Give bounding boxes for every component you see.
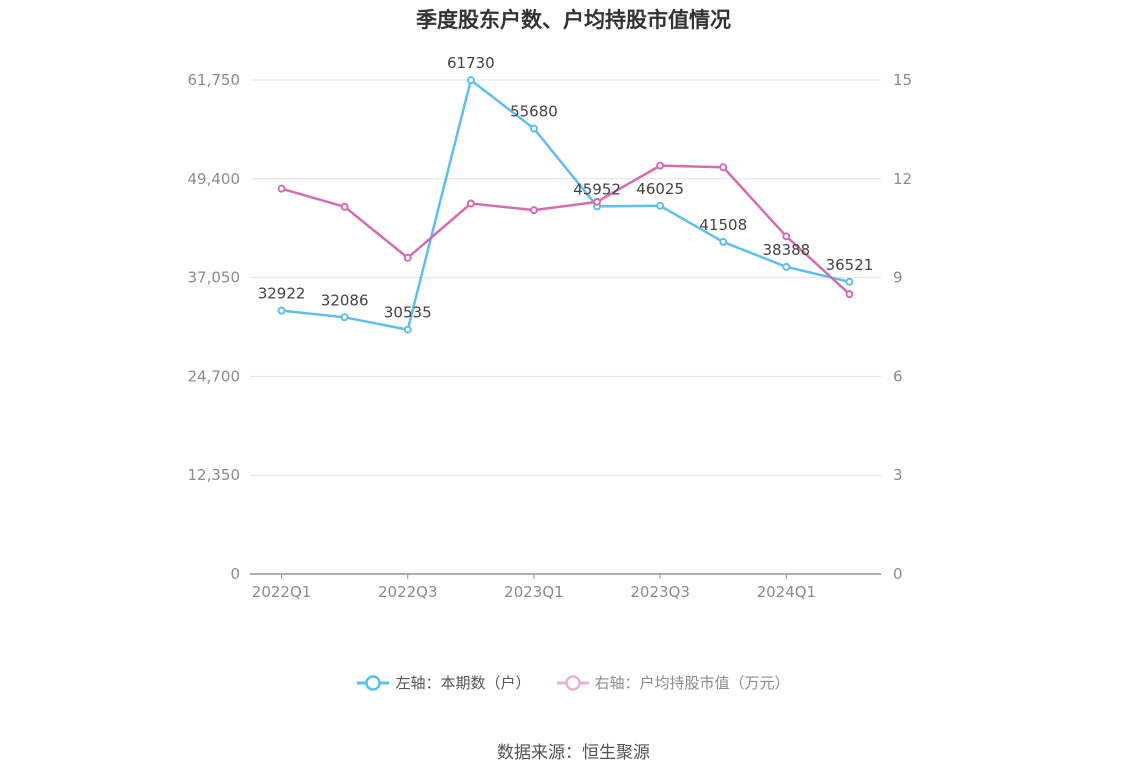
data-label: 38388 xyxy=(762,241,810,259)
data-point-series-1 xyxy=(656,201,665,210)
x-tick-label: 2023Q1 xyxy=(504,583,564,601)
data-point-series-2 xyxy=(340,202,349,211)
data-point-series-1 xyxy=(782,262,791,271)
data-point-series-2 xyxy=(466,199,475,208)
data-point-series-1 xyxy=(845,277,854,286)
y-right-tick-label: 15 xyxy=(893,71,912,89)
data-point-series-1 xyxy=(403,325,412,334)
data-point-series-2 xyxy=(277,184,286,193)
legend-label-series-2: 右轴：户均持股市值（万元） xyxy=(594,674,790,692)
legend-item-series-2[interactable]: 右轴：户均持股市值（万元） xyxy=(556,672,790,693)
data-label: 36521 xyxy=(826,256,874,274)
source-note: 数据来源：恒生聚源 xyxy=(497,743,650,763)
data-label: 55680 xyxy=(510,103,558,121)
x-tick-label: 2024Q1 xyxy=(757,583,817,601)
data-label: 61730 xyxy=(447,54,495,72)
data-point-series-2 xyxy=(529,206,538,215)
x-tick-label: 2022Q1 xyxy=(252,583,312,601)
y-right-tick-label: 9 xyxy=(893,269,903,287)
data-point-series-1 xyxy=(466,76,475,85)
y-right-tick-label: 6 xyxy=(893,367,903,385)
data-point-series-1 xyxy=(719,237,728,246)
legend: 左轴：本期数（户） 右轴：户均持股市值（万元） xyxy=(0,672,1147,693)
data-label: 45952 xyxy=(573,180,621,198)
data-point-series-2 xyxy=(782,232,791,241)
y-right-tick-label: 3 xyxy=(893,466,903,484)
y-right-tick-label: 12 xyxy=(893,170,912,188)
legend-line-circle-icon xyxy=(357,674,390,691)
y-left-tick-label: 0 xyxy=(230,565,240,583)
data-point-series-2 xyxy=(593,197,602,206)
y-left-tick-label: 12,350 xyxy=(188,466,241,484)
legend-line-circle-icon xyxy=(556,674,589,691)
series-line-1 xyxy=(281,78,850,331)
legend-item-series-1[interactable]: 左轴：本期数（户） xyxy=(357,672,531,693)
y-left-tick-label: 61,750 xyxy=(188,71,241,89)
data-point-series-2 xyxy=(403,253,412,262)
y-right-tick-label: 0 xyxy=(893,565,903,583)
x-tick-label: 2022Q3 xyxy=(378,583,438,601)
data-label: 32922 xyxy=(258,285,306,303)
chart-title: 季度股东户数、户均持股市值情况 xyxy=(416,8,731,32)
data-label: 41508 xyxy=(699,216,747,234)
data-label: 30535 xyxy=(384,304,432,322)
data-label: 32086 xyxy=(321,291,369,309)
y-left-tick-label: 37,050 xyxy=(188,269,241,287)
series-line-2 xyxy=(281,164,851,295)
data-point-series-1 xyxy=(340,313,349,322)
y-left-tick-label: 49,400 xyxy=(188,170,241,188)
data-point-series-2 xyxy=(719,163,728,172)
data-point-series-1 xyxy=(277,306,286,315)
data-point-series-2 xyxy=(845,290,854,299)
x-tick-label: 2023Q3 xyxy=(630,583,690,601)
data-label: 46025 xyxy=(636,180,684,198)
legend-label-series-1: 左轴：本期数（户） xyxy=(395,674,531,692)
data-point-series-1 xyxy=(529,124,538,133)
y-left-tick-label: 24,700 xyxy=(188,367,241,385)
data-point-series-2 xyxy=(656,161,665,170)
